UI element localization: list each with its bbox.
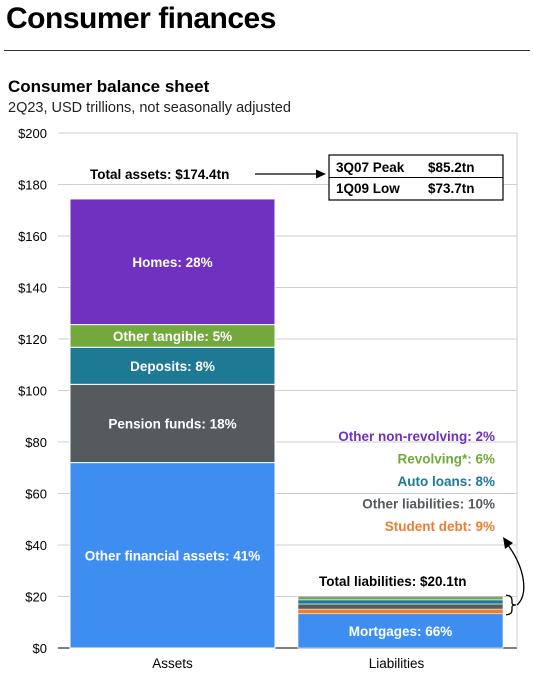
bar-segment-assets xyxy=(69,346,276,385)
bar-segment-label: Other tangible: 5% xyxy=(113,329,232,344)
bar-segment-liabilities xyxy=(297,596,504,601)
bar-segment-label: Homes: 28% xyxy=(132,255,212,270)
y-tick-label: $60 xyxy=(25,487,47,502)
bar-segment-liabilities xyxy=(297,603,504,610)
bar-segment-liabilities xyxy=(297,599,504,605)
page-title: Consumer finances xyxy=(6,2,276,35)
y-tick-label: $20 xyxy=(25,590,47,605)
liabilities-callout-arrow xyxy=(507,544,525,606)
liabilities-brace xyxy=(505,594,517,616)
y-tick-label: $160 xyxy=(18,229,47,244)
x-tick-label: Liabilities xyxy=(369,656,425,671)
chart-subtitle: 2Q23, USD trillions, not seasonally adju… xyxy=(8,100,291,116)
liabilities-breakdown-label: Other non-revolving: 2% xyxy=(338,429,495,444)
bar-segment-label: Other financial assets: 41% xyxy=(85,548,261,563)
x-tick-label: Assets xyxy=(152,656,193,671)
liabilities-breakdown-label: Student debt: 9% xyxy=(385,519,495,534)
arrowhead xyxy=(316,169,326,179)
y-tick-label: $120 xyxy=(18,332,47,347)
liabilities-breakdown-label: Revolving*: 6% xyxy=(397,452,495,467)
chart-title: Consumer balance sheet xyxy=(8,77,210,96)
callout-period: 3Q07 Peak xyxy=(336,160,405,175)
y-tick-label: $0 xyxy=(33,641,47,656)
callout-value: $73.7tn xyxy=(428,181,475,196)
callout-value: $85.2tn xyxy=(428,160,475,175)
bar-segment-assets xyxy=(69,198,276,326)
bar-segment-assets xyxy=(69,383,276,464)
y-tick-label: $80 xyxy=(25,435,47,450)
bar-segment-liabilities xyxy=(297,608,504,615)
y-tick-label: $40 xyxy=(25,538,47,553)
bar-segment-label: Deposits: 8% xyxy=(130,359,215,374)
y-tick-label: $100 xyxy=(18,384,47,399)
y-tick-label: $140 xyxy=(18,281,47,296)
total-liabilities-label: Total liabilities: $20.1tn xyxy=(319,574,467,589)
bar-segment-liabilities xyxy=(297,613,504,649)
arrowhead xyxy=(503,537,513,549)
liabilities-breakdown-label: Other liabilities: 10% xyxy=(362,497,495,512)
y-tick-label: $200 xyxy=(18,126,47,141)
bar-segment-label: Pension funds: 18% xyxy=(108,416,236,431)
y-tick-label: $180 xyxy=(18,178,47,193)
bar-segment-assets xyxy=(69,462,276,649)
callout-period: 1Q09 Low xyxy=(336,181,400,196)
total-assets-label: Total assets: $174.4tn xyxy=(90,167,229,182)
title-divider xyxy=(4,50,530,51)
liabilities-breakdown-label: Auto loans: 8% xyxy=(397,474,495,489)
bar-segment-liabilities xyxy=(297,595,504,598)
bar-segment-label: Mortgages: 66% xyxy=(349,624,453,639)
